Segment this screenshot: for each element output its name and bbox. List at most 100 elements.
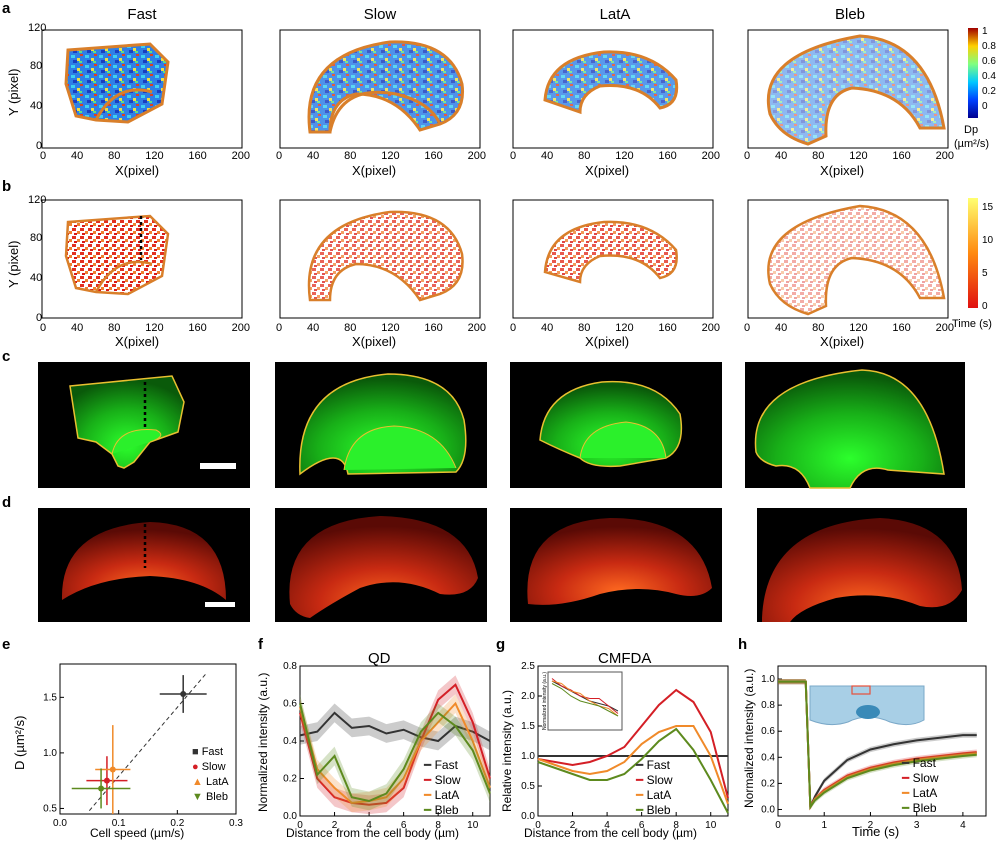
y-tick-label: 1.5 (43, 692, 57, 703)
x-tick-label: 2 (570, 820, 576, 831)
inset-line-bleb (551, 683, 619, 717)
error-band-bleb (300, 694, 490, 811)
x-tick-label: 0.3 (229, 818, 243, 829)
panel-label-g: g (496, 636, 506, 653)
panel-b-xlabel-lata: X(pixel) (585, 334, 630, 349)
y-tick-label: 0.2 (283, 774, 297, 785)
data-point-bleb (98, 785, 105, 792)
panel-b-ytick-120: 120 (28, 194, 47, 206)
map-b-lata (512, 199, 714, 319)
panel-a-xticks-4: 0 40 80 120 160 200 (744, 150, 954, 162)
legend-label: Bleb (912, 801, 937, 815)
colorbar-a-unit: (µm²/s) (954, 138, 990, 150)
y-tick-label: 2.5 (521, 661, 535, 672)
tick: 80 (344, 150, 357, 162)
tick: 1 (982, 26, 988, 37)
legend-fast: ━ Fast (636, 758, 670, 772)
panel-b-xlabel-slow: X(pixel) (352, 334, 397, 349)
legend-slow: ━ Slow (424, 773, 461, 787)
panel-f-legend: ━ Fast ━ Slow ━ LatA ━ Bleb (424, 758, 461, 818)
panel-g-xlabel: Distance from the cell body (µm) (524, 826, 697, 840)
panel-a-ytick-0: 0 (36, 140, 43, 152)
image-c-lata (510, 362, 722, 488)
panel-a-xticks-2: 0 40 80 120 160 200 (276, 150, 486, 162)
legend-bleb: ━ Bleb (636, 803, 671, 817)
tick: 160 (658, 322, 677, 334)
panel-b-xticks-4: 0 40 80 120 160 200 (744, 322, 954, 334)
y-tick-label: 1.0 (761, 674, 775, 685)
tick: 120 (849, 150, 868, 162)
tick: 120 (849, 322, 868, 334)
legend-label: LatA (912, 786, 938, 800)
series-line-bleb (299, 703, 491, 803)
series-line-bleb (778, 680, 977, 810)
image-c-slow (275, 362, 487, 488)
tick: 80 (578, 322, 591, 334)
legend-bleb: ▼ Bleb (192, 791, 228, 803)
tick: 0.2 (982, 86, 996, 97)
tick: 0 (40, 322, 47, 334)
colorbar-b (968, 198, 978, 308)
tick: 40 (540, 322, 554, 334)
y-tick-label: 0.8 (761, 700, 775, 711)
tick: 5 (982, 268, 988, 279)
panel-h-legend: ━ Fast ━ Slow ━ LatA ━ Bleb (902, 756, 939, 816)
x-tick-label: 8 (435, 820, 441, 831)
legend-lata: ━ LatA (902, 786, 938, 800)
legend-label: Fast (646, 758, 670, 772)
condition-title-fast: Fast (127, 6, 157, 23)
colorbar-a (968, 28, 978, 118)
panel-a-ylabel: Y (pixel) (6, 68, 21, 116)
x-tick-label: 10 (467, 820, 479, 831)
series-line-fast (299, 711, 491, 743)
scale-bar-d (205, 602, 235, 607)
data-point-lata (109, 766, 116, 773)
series-line-slow (299, 683, 491, 806)
legend-label: Slow (912, 771, 939, 785)
legend-bleb: ━ Bleb (902, 801, 937, 815)
error-band-fast (300, 703, 490, 751)
x-tick-label: 0.1 (112, 818, 126, 829)
panel-g-chart: 0 2 4 6 8 10 0.0 0.5 1.0 1.5 2.0 2.5 Normalized inte… (521, 661, 729, 831)
image-d-lata (510, 508, 722, 622)
series-line-bleb (537, 727, 729, 814)
panel-b-xlabel-fast: X(pixel) (115, 334, 160, 349)
legend-lata: ━ LatA (636, 788, 672, 802)
legend-label: Bleb (205, 791, 228, 803)
panel-b-xticks: 0 40 80 120 160 200 (40, 322, 250, 334)
panel-g-ylabel: Relative intensity (a.u.) (500, 689, 514, 812)
tick: 10 (982, 235, 994, 246)
legend-label: Slow (646, 773, 673, 787)
panel-b-ytick-80: 80 (30, 232, 43, 244)
tick: 200 (701, 150, 720, 162)
legend-label: Bleb (434, 803, 459, 817)
tick: 120 (145, 322, 164, 334)
legend-slow: ━ Slow (902, 771, 939, 785)
panel-a-xlabel-bleb: X(pixel) (820, 163, 865, 178)
tick: 80 (578, 150, 591, 162)
tick: 80 (812, 150, 825, 162)
panel-f-chart: 0 2 4 6 8 10 0.0 0.2 0.4 0.6 0.8 (283, 661, 491, 831)
legend-label: LatA (646, 788, 672, 802)
legend-lata: ━ LatA (424, 788, 460, 802)
legend-label: Fast (434, 758, 458, 772)
legend-label: LatA (205, 776, 229, 788)
panel-f-ylabel: Normalized intensity (a.u.) (256, 672, 270, 812)
tick: 80 (344, 322, 357, 334)
tick: 0.8 (982, 41, 996, 52)
y-tick-label: 0.4 (761, 752, 775, 763)
x-tick-label: 1 (821, 820, 827, 831)
panel-label-c: c (2, 348, 11, 365)
tick: 0.6 (982, 56, 996, 67)
panel-h-xlabel: Time (s) (852, 824, 900, 839)
tick: 120 (145, 150, 164, 162)
panel-h-chart: 0 1 2 3 4 0.0 0.2 0.4 0.6 0.8 1.0 (761, 665, 987, 831)
panel-label-f: f (258, 636, 263, 653)
tick: 0 (276, 150, 283, 162)
map-b-fast (41, 199, 243, 319)
legend-fast: ━ Fast (424, 758, 458, 772)
tick: 120 (615, 322, 634, 334)
tick: 200 (467, 322, 486, 334)
plot-frame (537, 665, 729, 817)
panel-a-ytick-40: 40 (30, 100, 43, 112)
